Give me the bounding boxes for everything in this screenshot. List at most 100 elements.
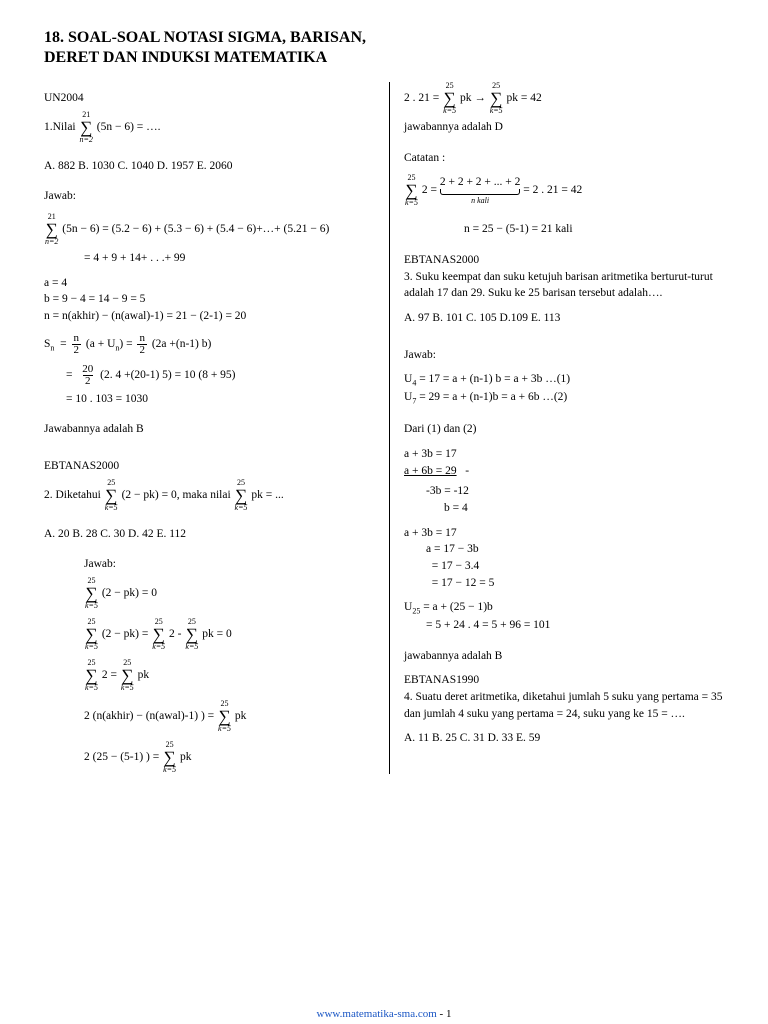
sigma-bot: k=5 [85,643,98,651]
q4-stem: 4. Suatu deret aritmetika, diketahui jum… [404,689,734,722]
footer-page: - 1 [437,1008,452,1020]
sn-part1: (a + U [86,338,115,350]
r1-pre: 2 . 21 = [404,92,439,104]
sn-calc-body: (2. 4 +(20-1) 5) = 10 (8 + 95) [100,369,235,381]
sigma-symbol: ∑ [85,667,97,684]
sigma-symbol: ∑ [444,90,456,107]
u4-body: = 17 = a + (n-1) b = a + 3b …(1) [419,373,570,385]
q3-eq2: a + 6b = 29 [404,465,457,477]
column-left: UN2004 1.Nilai 21 ∑ n=2 (5n − 6) = …. A.… [44,82,389,774]
s3-body: = 17 − 3.4 [432,560,479,572]
q1-a: a = 4 [44,275,381,292]
q2-answer: jawabannya adalah D [404,119,734,136]
q3-u7: U7 = 29 = a + (n-1)b = a + 6b …(2) [404,389,734,407]
q2-l2-lhs: (2 − pk) = [102,628,151,640]
q2-l2: 25 ∑ k=5 (2 − pk) = 25 ∑ k=5 2 - 25 ∑ k=… [44,618,381,651]
sigma-symbol: ∑ [153,626,165,643]
q3-jawab: Jawab: [404,347,734,364]
q1-n: n = n(akhir) − (n(awal)-1) = 21 − (2-1) … [44,308,381,325]
q1-sn-calc: = 202 (2. 4 +(20-1) 5) = 10 (8 + 95) [44,364,381,387]
q1-b: b = 9 − 4 = 14 − 9 = 5 [44,291,381,308]
sigma-symbol: ∑ [85,585,97,602]
sigma-symbol: ∑ [490,90,502,107]
sigma-bot: k=5 [235,504,248,512]
source-label: EBTANAS1990 [404,672,734,689]
sigma-symbol: ∑ [186,626,198,643]
q2-l5: 2 (25 − (5-1) ) = 25 ∑ k=5 pk [44,741,381,774]
q3-r1: -3b = -12 [404,483,734,500]
sigma-symbol: ∑ [85,626,97,643]
q2-stem: 2. Diketahui 25 ∑ k=5 (2 − pk) = 0, maka… [44,479,381,512]
q1-step1: 21 ∑ n=2 (5n − 6) = (5.2 − 6) + (5.3 − 6… [44,213,381,246]
sigma-icon: 25 ∑ k=5 [105,479,118,512]
minus-sign: - [465,465,469,477]
sn-part2: (2a +(n-1) b) [152,338,212,350]
q1-jawab: Jawab: [44,188,381,205]
sigma-symbol: ∑ [218,708,230,725]
sigma-bot: k=5 [85,684,98,692]
q2-l1: 25 ∑ k=5 (2 − pk) = 0 [44,577,381,610]
sigma-bot: k=5 [218,725,231,733]
sigma-icon: 25 ∑ k=5 [85,618,98,651]
q1-sn: Sn = n2 (a + Un) = n2 (2a +(n-1) b) [44,333,381,356]
sn-part1b: ) = [119,338,132,350]
q2-l4-r: pk [235,710,247,722]
q3-answer: jawabannya adalah B [404,648,734,665]
sigma-bot: n=2 [45,238,58,246]
sigma-icon: 25 ∑ k=5 [235,479,248,512]
q1-options: A. 882 B. 1030 C. 1040 D. 1957 E. 2060 [44,158,381,175]
two-column-layout: UN2004 1.Nilai 21 ∑ n=2 (5n − 6) = …. A.… [44,82,748,774]
u25a-body: = a + (25 − 1)b [423,601,493,613]
q2-l5-r: pk [180,751,192,763]
sigma-icon: 25 ∑ k=5 [218,700,231,733]
sigma-icon: 25 ∑ k=5 [490,82,503,115]
sigma-bot: k=5 [490,107,503,115]
sigma-symbol: ∑ [121,667,133,684]
sigma-symbol: ∑ [164,749,176,766]
fraction: n2 [137,333,147,356]
ub-label: n kali [471,197,489,205]
sigma-bot: k=5 [405,199,418,207]
q1-body: (5n − 6) = …. [97,121,161,133]
sigma-icon: 25 ∑ k=5 [405,174,418,207]
source-label: EBTANAS2000 [44,458,381,475]
sigma-symbol: ∑ [105,487,117,504]
q3-u25b: = 5 + 24 . 4 = 5 + 96 = 101 [404,617,734,634]
sigma-symbol: ∑ [80,119,92,136]
fraction: n2 [72,333,82,356]
q1-prefix: 1.Nilai [44,121,76,133]
q3-eq1: a + 3b = 17 [404,446,734,463]
column-right: 2 . 21 = 25 ∑ k=5 pk → 25 ∑ k=5 pk = 42 … [389,82,734,774]
sigma-symbol: ∑ [235,487,247,504]
q4-options: A. 11 B. 25 C. 31 D. 33 E. 59 [404,730,734,747]
q3-s4: = 17 − 12 = 5 [404,575,734,592]
q1-answer: Jawabannya adalah B [44,421,381,438]
q2-cont-l1: 2 . 21 = 25 ∑ k=5 pk → 25 ∑ k=5 pk = 42 [404,82,734,115]
q2-prefix: 2. Diketahui [44,489,101,501]
q2-l2-r1: 2 - [169,628,181,640]
q2-l1-body: (2 − pk) = 0 [102,587,157,599]
sigma-icon: 25 ∑ k=5 [85,659,98,692]
sigma-symbol: ∑ [405,182,417,199]
r1-mid: pk → [460,92,489,104]
source-label: EBTANAS2000 [404,252,734,269]
underbrace: 2 + 2 + 2 + ... + 2 n kali [440,177,521,205]
source-label: UN2004 [44,90,381,107]
q1-expansion: (5n − 6) = (5.2 − 6) + (5.3 − 6) + (5.4 … [62,223,329,235]
q2-note-eq: 25 ∑ k=5 2 = 2 + 2 + 2 + ... + 2 n kali … [404,174,734,207]
q2-l5-pre: 2 (25 − (5-1) ) = [84,751,159,763]
ub-end: = 2 . 21 = 42 [523,184,582,196]
sn-sub: n [50,343,54,352]
q2-l4-pre: 2 (n(akhir) − (n(awal)-1) ) = [84,710,214,722]
q2-l2-r2: pk = 0 [202,628,232,640]
q2-options: A. 20 B. 28 C. 30 D. 42 E. 112 [44,526,381,543]
q1-stem: 1.Nilai 21 ∑ n=2 (5n − 6) = …. [44,111,381,144]
q3-options: A. 97 B. 101 C. 105 D.109 E. 113 [404,310,734,327]
q2-end: pk = ... [251,489,283,501]
sigma-bot: k=5 [121,684,134,692]
q3-s1: a + 3b = 17 [404,525,734,542]
page-footer: www.matematika-sma.com - 1 [0,1008,768,1020]
doc-title: 18. SOAL-SOAL NOTASI SIGMA, BARISAN, DER… [44,28,384,68]
sigma-bot: k=5 [185,643,198,651]
q2-note-n: n = 25 − (5-1) = 21 kali [404,221,734,238]
